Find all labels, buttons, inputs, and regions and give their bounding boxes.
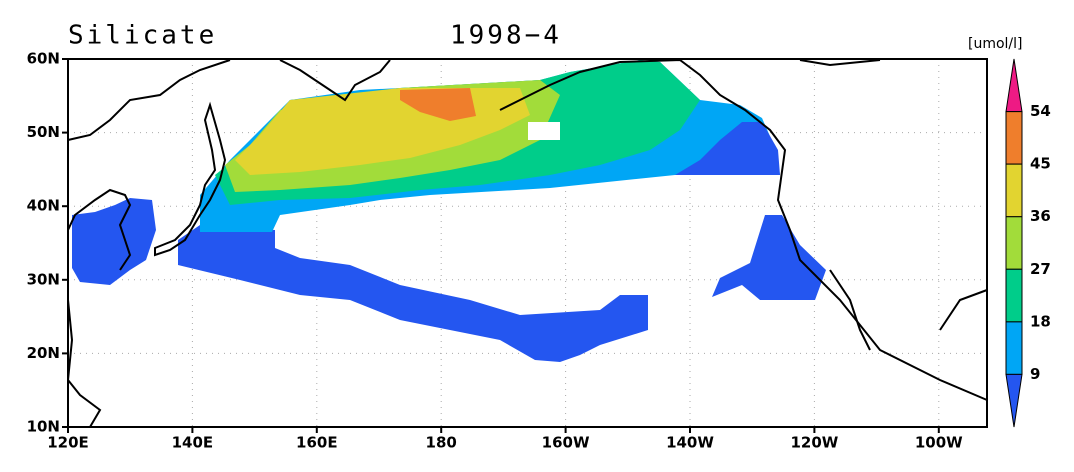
- colorbar-segment: [1005, 216, 1023, 270]
- colorbar-label: 18: [1030, 312, 1051, 330]
- colorbar-segment: [1005, 373, 1023, 428]
- fields: [72, 60, 826, 362]
- lon-label: 160E: [296, 434, 338, 452]
- no-data: [528, 122, 560, 140]
- lon-label: 140W: [666, 434, 714, 452]
- date: 1998−4: [450, 21, 562, 51]
- colorbar-label: 9: [1030, 365, 1040, 383]
- unit: [umol/l]: [968, 36, 1023, 52]
- coastlines: [66, 58, 988, 428]
- colorbar-label: 54: [1030, 102, 1051, 120]
- colorbar-segment: [1005, 268, 1023, 323]
- coast-japan: [154, 101, 227, 257]
- colorbar-label: 45: [1030, 155, 1051, 173]
- title: Silicate: [68, 21, 217, 51]
- lon-label: 180: [426, 434, 457, 452]
- lon-label: 120E: [47, 434, 89, 452]
- lat-label: 50N: [27, 123, 60, 141]
- lat-label: 40N: [27, 197, 60, 215]
- lon-label: 100W: [915, 434, 963, 452]
- field-top: [400, 88, 476, 121]
- coast-kamchatka: [279, 59, 391, 102]
- lat-label: 60N: [27, 50, 60, 68]
- field-low: [178, 225, 648, 362]
- lon-label: 120W: [790, 434, 838, 452]
- colorbar: 54 45 36 27 18 9: [1005, 58, 1051, 428]
- colorbar-segment: [1005, 58, 1023, 113]
- colorbar-label: 36: [1030, 207, 1051, 225]
- lat-label: 30N: [27, 270, 60, 288]
- colorbar-label: 27: [1030, 260, 1051, 278]
- map-frame: [67, 58, 988, 428]
- field-low: [712, 215, 826, 300]
- lat-label: 10N: [27, 418, 60, 436]
- colorbar-segment: [1005, 321, 1023, 375]
- field-low: [72, 198, 156, 285]
- coast-asia: [66, 59, 231, 428]
- lon-label: 160W: [542, 434, 590, 452]
- colorbar-segment: [1005, 163, 1023, 218]
- coast-mexico: [829, 269, 988, 351]
- colorbar-segment: [1005, 111, 1023, 165]
- lon-label: 140E: [172, 434, 214, 452]
- lat-label: 20N: [27, 344, 60, 362]
- grid: [68, 59, 987, 427]
- coast-alaska: [499, 58, 988, 401]
- field-low: [675, 122, 780, 175]
